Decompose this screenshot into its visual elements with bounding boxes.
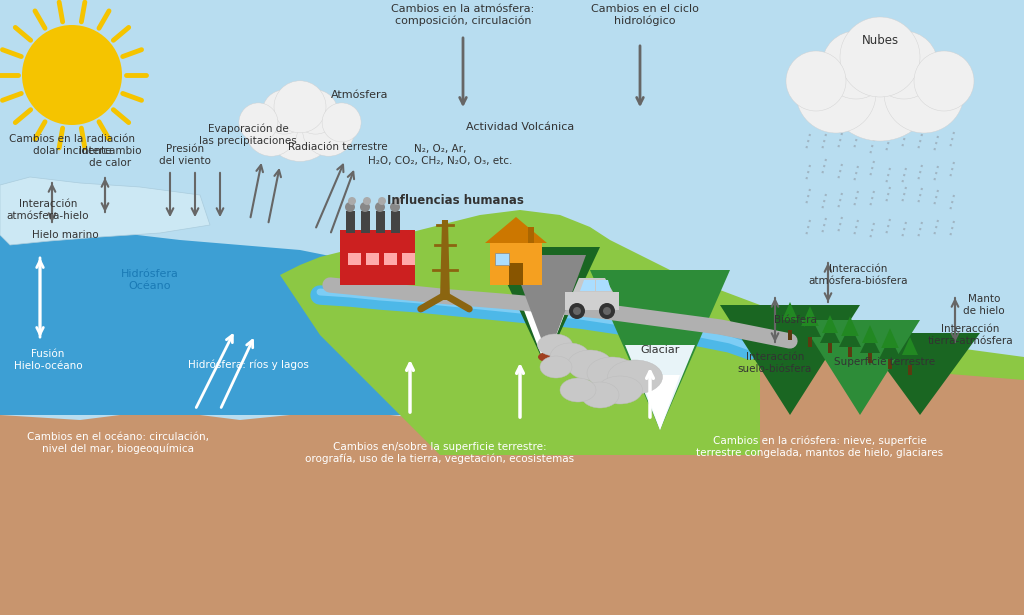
Bar [828, 343, 831, 353]
Bar [376, 211, 385, 233]
Text: Interacción
suelo-biósfera: Interacción suelo-biósfera [738, 352, 812, 374]
Polygon shape [565, 292, 618, 310]
Polygon shape [782, 302, 798, 320]
Circle shape [246, 104, 297, 156]
Ellipse shape [560, 378, 596, 402]
Circle shape [796, 53, 876, 133]
Polygon shape [573, 278, 613, 292]
Text: Influencias humanas: Influencias humanas [387, 194, 523, 207]
Circle shape [603, 307, 611, 315]
Polygon shape [720, 305, 860, 415]
Text: Manto
de hielo: Manto de hielo [964, 294, 1005, 315]
Circle shape [22, 25, 122, 125]
Bar [528, 227, 534, 243]
Ellipse shape [581, 382, 618, 408]
Bar [808, 337, 812, 347]
Circle shape [323, 103, 361, 142]
Circle shape [360, 202, 370, 212]
Circle shape [573, 307, 581, 315]
Circle shape [840, 17, 920, 97]
Circle shape [884, 53, 964, 133]
Bar [848, 347, 852, 357]
Polygon shape [902, 337, 918, 355]
Text: Interacción
tierra-atmósfera: Interacción tierra-atmósfera [927, 324, 1013, 346]
Bar [346, 211, 355, 233]
Polygon shape [800, 320, 920, 415]
Text: Cambios en/sobre la superficie terrestre:
orografía, uso de la tierra, vegetació: Cambios en/sobre la superficie terrestre… [305, 442, 574, 464]
Circle shape [599, 303, 615, 319]
Polygon shape [625, 345, 695, 430]
Text: Fusión
Hielo-océano: Fusión Hielo-océano [13, 349, 82, 371]
Ellipse shape [597, 376, 642, 404]
Polygon shape [882, 328, 899, 348]
Polygon shape [510, 255, 586, 357]
Polygon shape [485, 217, 547, 243]
Ellipse shape [550, 343, 590, 371]
Text: Nubes: Nubes [861, 33, 899, 47]
Bar [340, 230, 415, 285]
Bar [402, 253, 415, 265]
Text: Radiación terrestre: Radiación terrestre [288, 142, 388, 152]
Text: Glaciar: Glaciar [640, 345, 680, 355]
Circle shape [870, 31, 938, 99]
Circle shape [303, 104, 354, 156]
Circle shape [375, 202, 385, 212]
Polygon shape [596, 280, 611, 291]
Polygon shape [760, 350, 1024, 455]
Polygon shape [839, 325, 861, 347]
Bar [788, 330, 792, 340]
Polygon shape [280, 210, 1024, 455]
Polygon shape [900, 345, 920, 365]
Text: Interacción
atmósfera-hielo: Interacción atmósfera-hielo [7, 199, 89, 221]
Text: Cambios en la radiación
dolar incidente: Cambios en la radiación dolar incidente [9, 134, 135, 156]
Text: Cambios en el ciclo
hidrológico: Cambios en el ciclo hidrológico [591, 4, 699, 26]
Circle shape [390, 202, 400, 212]
Circle shape [262, 90, 306, 134]
Circle shape [786, 51, 846, 111]
Ellipse shape [538, 352, 558, 362]
Polygon shape [820, 323, 840, 343]
Bar [495, 253, 509, 265]
Bar [391, 211, 400, 233]
Bar [348, 253, 361, 265]
Circle shape [362, 197, 371, 205]
Circle shape [274, 81, 326, 133]
Bar [490, 243, 542, 285]
Circle shape [348, 197, 356, 205]
Circle shape [822, 31, 890, 99]
Polygon shape [440, 220, 450, 300]
Circle shape [441, 291, 449, 299]
Circle shape [824, 29, 936, 141]
Circle shape [263, 89, 337, 161]
Text: N₂, O₂, Ar,
H₂O, CO₂, CH₂, N₂O, O₃, etc.: N₂, O₂, Ar, H₂O, CO₂, CH₂, N₂O, O₃, etc. [368, 144, 512, 166]
Text: Presión
del viento: Presión del viento [159, 144, 211, 166]
Polygon shape [799, 315, 821, 337]
Bar [888, 359, 892, 369]
Polygon shape [860, 333, 880, 353]
Bar [366, 253, 379, 265]
Polygon shape [490, 247, 600, 365]
Text: Actividad Volcánica: Actividad Volcánica [466, 122, 574, 132]
Text: Biósfera: Biósfera [773, 315, 816, 325]
Ellipse shape [567, 350, 612, 380]
Text: Interacción
atmósfera-biósfera: Interacción atmósfera-biósfera [808, 264, 907, 286]
Ellipse shape [540, 356, 572, 378]
Ellipse shape [607, 360, 663, 394]
Circle shape [294, 90, 338, 134]
Polygon shape [822, 315, 838, 333]
Circle shape [914, 51, 974, 111]
Text: Hidrósfera: ríos y lagos: Hidrósfera: ríos y lagos [187, 360, 308, 370]
Polygon shape [879, 337, 901, 359]
Bar [908, 365, 912, 375]
Circle shape [239, 103, 278, 142]
Text: Hidrósfera
Océano: Hidrósfera Océano [121, 269, 179, 291]
Polygon shape [862, 325, 878, 343]
Circle shape [393, 197, 401, 205]
Polygon shape [0, 230, 440, 415]
Bar [361, 211, 370, 233]
Circle shape [345, 202, 355, 212]
Bar [868, 353, 872, 363]
Polygon shape [640, 375, 680, 430]
Ellipse shape [538, 334, 572, 356]
